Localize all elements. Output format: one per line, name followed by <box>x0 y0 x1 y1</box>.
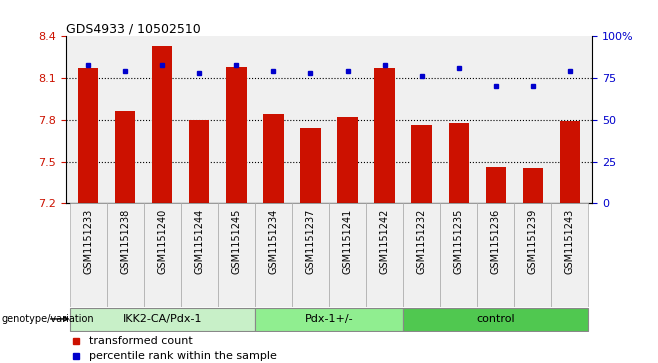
Bar <box>522 168 543 203</box>
Bar <box>411 125 432 203</box>
Text: control: control <box>476 314 515 324</box>
Bar <box>263 114 284 203</box>
Bar <box>403 308 588 331</box>
Bar <box>338 117 358 203</box>
Bar <box>107 203 143 307</box>
Text: transformed count: transformed count <box>89 336 193 346</box>
Bar <box>152 46 172 203</box>
Bar <box>255 308 403 331</box>
Text: Pdx-1+/-: Pdx-1+/- <box>305 314 353 324</box>
Text: GSM1151234: GSM1151234 <box>268 208 278 274</box>
Text: GDS4933 / 10502510: GDS4933 / 10502510 <box>66 22 201 35</box>
Bar <box>181 203 218 307</box>
Bar <box>226 67 247 203</box>
Bar <box>449 123 469 203</box>
Text: GSM1151245: GSM1151245 <box>232 208 241 274</box>
Bar <box>70 308 255 331</box>
Bar <box>292 203 329 307</box>
Bar <box>560 121 580 203</box>
Bar <box>551 203 588 307</box>
Bar <box>218 203 255 307</box>
Bar <box>300 128 320 203</box>
Bar <box>366 203 403 307</box>
Bar <box>143 203 181 307</box>
Text: GSM1151240: GSM1151240 <box>157 208 167 274</box>
Bar <box>189 120 209 203</box>
Bar <box>440 203 477 307</box>
Bar <box>70 203 107 307</box>
Text: GSM1151233: GSM1151233 <box>83 208 93 274</box>
Text: percentile rank within the sample: percentile rank within the sample <box>89 351 278 361</box>
Bar <box>515 203 551 307</box>
Text: GSM1151243: GSM1151243 <box>565 208 575 274</box>
Text: GSM1151235: GSM1151235 <box>454 208 464 274</box>
Text: GSM1151239: GSM1151239 <box>528 208 538 274</box>
Text: GSM1151232: GSM1151232 <box>417 208 426 274</box>
Text: GSM1151242: GSM1151242 <box>380 208 390 274</box>
Bar <box>329 203 366 307</box>
Text: GSM1151237: GSM1151237 <box>305 208 315 274</box>
Text: IKK2-CA/Pdx-1: IKK2-CA/Pdx-1 <box>122 314 202 324</box>
Text: GSM1151236: GSM1151236 <box>491 208 501 274</box>
Bar <box>374 68 395 203</box>
Bar <box>477 203 515 307</box>
Bar <box>403 203 440 307</box>
Text: genotype/variation: genotype/variation <box>1 314 94 324</box>
Text: GSM1151241: GSM1151241 <box>343 208 353 274</box>
Text: GSM1151244: GSM1151244 <box>194 208 204 274</box>
Bar <box>115 111 136 203</box>
Bar <box>255 203 292 307</box>
Bar <box>78 68 98 203</box>
Bar <box>486 167 506 203</box>
Text: GSM1151238: GSM1151238 <box>120 208 130 274</box>
